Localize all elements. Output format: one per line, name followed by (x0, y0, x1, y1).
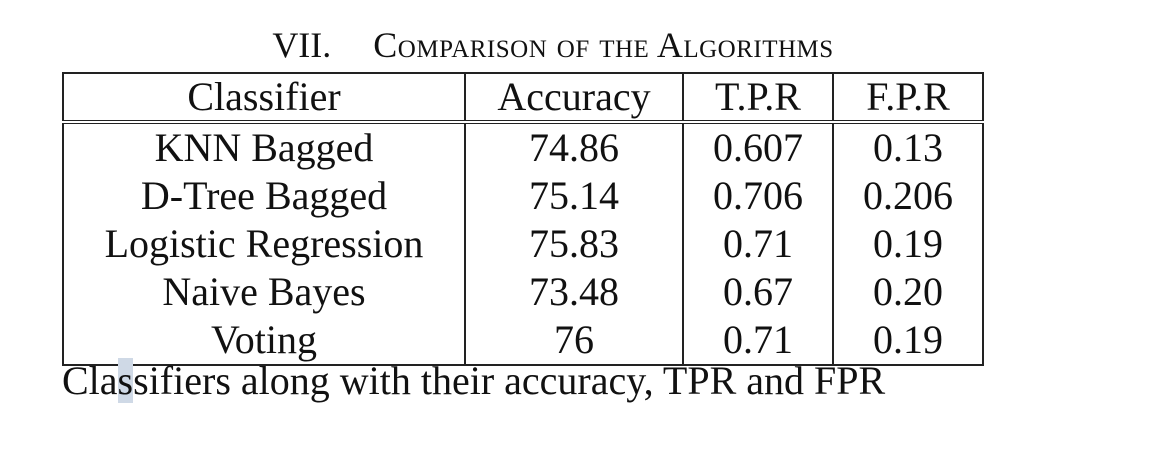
table-caption[interactable]: Classifiers along with their accuracy, T… (62, 358, 885, 404)
cell-tpr: 0.706 (683, 172, 834, 220)
header-fpr: F.P.R (833, 73, 983, 124)
cell-tpr: 0.71 (683, 220, 834, 268)
cell-fpr: 0.19 (873, 317, 943, 362)
caption-text-end: sifiers along with their accuracy, TPR a… (133, 358, 886, 403)
cell-classifier: KNN Bagged (63, 122, 466, 172)
caption-text-selection[interactable]: s (117, 358, 134, 403)
cell-classifier: Voting (63, 316, 466, 365)
table-header-row: Classifier Accuracy T.P.R F.P.R (63, 73, 983, 124)
table-row: D-Tree Bagged 75.14 0.706 0.206 (63, 172, 983, 220)
table-title-text: Comparison of the Algorithms (373, 25, 834, 65)
table-row: KNN Bagged 74.86 0.607 0.13 (63, 122, 983, 172)
cell-classifier: Naive Bayes (63, 268, 466, 316)
cell-classifier: D-Tree Bagged (63, 172, 466, 220)
table-row: Logistic Regression 75.83 0.71 0.19 (63, 220, 983, 268)
cell-accuracy: 75.14 (465, 172, 684, 220)
cell-accuracy: 73.48 (465, 268, 684, 316)
table-row: Naive Bayes 73.48 0.67 0.20 (63, 268, 983, 316)
caption-text-start: Cla (62, 358, 118, 403)
cell-fpr: 0.19 (873, 221, 943, 266)
table-row: Voting 76 0.71 0.19 (63, 316, 983, 365)
cell-fpr: 0.20 (873, 269, 943, 314)
cell-accuracy: 74.86 (465, 122, 684, 172)
header-accuracy: Accuracy (465, 73, 684, 124)
cell-tpr: 0.71 (683, 316, 834, 365)
cell-accuracy: 75.83 (465, 220, 684, 268)
cell-fpr: 0.206 (863, 173, 953, 218)
cell-tpr: 0.607 (683, 122, 834, 172)
table-number: VII. (272, 25, 332, 65)
cell-tpr: 0.67 (683, 268, 834, 316)
comparison-table: Classifier Accuracy T.P.R F.P.R KNN Bagg… (62, 72, 984, 366)
table-title: VII. Comparison of the Algorithms (0, 20, 1106, 70)
cell-classifier: Logistic Regression (63, 220, 466, 268)
header-tpr: T.P.R (683, 73, 834, 124)
cell-fpr: 0.13 (873, 125, 943, 170)
cell-accuracy: 76 (465, 316, 684, 365)
header-classifier: Classifier (63, 73, 466, 124)
